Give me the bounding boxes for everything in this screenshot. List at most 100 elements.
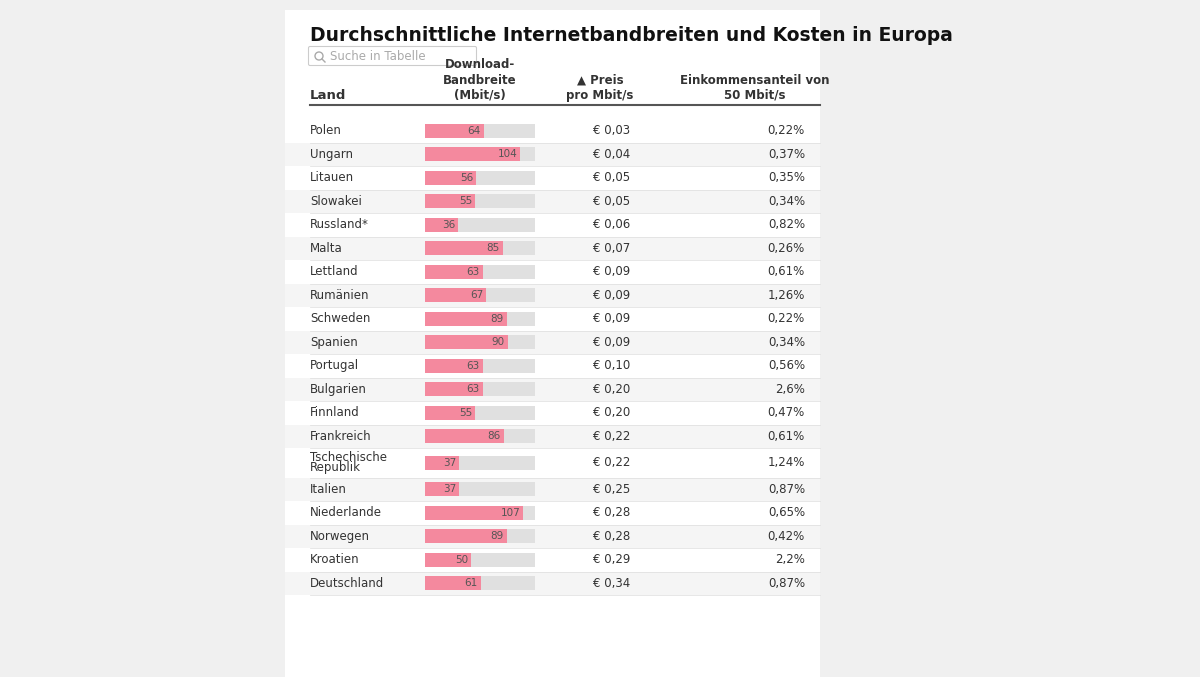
- Bar: [425, 171, 476, 185]
- Text: 0,87%: 0,87%: [768, 577, 805, 590]
- Bar: [425, 194, 475, 209]
- Bar: [425, 288, 486, 302]
- Text: 2,2%: 2,2%: [775, 553, 805, 566]
- Text: € 0,20: € 0,20: [593, 383, 630, 396]
- Text: € 0,28: € 0,28: [593, 506, 630, 519]
- Text: Finnland: Finnland: [310, 406, 360, 419]
- Text: 0,47%: 0,47%: [768, 406, 805, 419]
- Text: Bulgarien: Bulgarien: [310, 383, 367, 396]
- Bar: [286, 284, 820, 307]
- Bar: [425, 576, 535, 590]
- Text: 0,61%: 0,61%: [768, 265, 805, 278]
- Text: 37: 37: [443, 458, 456, 468]
- Text: 37: 37: [443, 484, 456, 494]
- Text: € 0,05: € 0,05: [593, 195, 630, 208]
- Text: Schweden: Schweden: [310, 312, 371, 325]
- Text: 0,87%: 0,87%: [768, 483, 805, 496]
- Text: 1,26%: 1,26%: [768, 289, 805, 302]
- Bar: [425, 383, 535, 396]
- Text: € 0,09: € 0,09: [593, 336, 630, 349]
- Text: Frankreich: Frankreich: [310, 430, 372, 443]
- Text: 56: 56: [460, 173, 473, 183]
- Bar: [425, 529, 535, 543]
- Text: 0,22%: 0,22%: [768, 312, 805, 325]
- Bar: [425, 406, 535, 420]
- Text: 0,34%: 0,34%: [768, 195, 805, 208]
- Text: Polen: Polen: [310, 125, 342, 137]
- Bar: [425, 265, 535, 279]
- Text: 0,35%: 0,35%: [768, 171, 805, 184]
- Text: Malta: Malta: [310, 242, 343, 255]
- Text: 86: 86: [487, 431, 500, 441]
- Bar: [286, 119, 820, 142]
- Text: 36: 36: [442, 220, 455, 230]
- Text: 2,6%: 2,6%: [775, 383, 805, 396]
- Bar: [425, 406, 475, 420]
- Text: Land: Land: [310, 89, 347, 102]
- Text: 61: 61: [464, 578, 478, 588]
- Text: Portugal: Portugal: [310, 359, 359, 372]
- Bar: [286, 378, 820, 401]
- Text: 0,42%: 0,42%: [768, 529, 805, 543]
- Bar: [425, 456, 458, 470]
- Text: Republik: Republik: [310, 461, 361, 475]
- Text: € 0,10: € 0,10: [593, 359, 630, 372]
- Bar: [425, 288, 535, 302]
- Bar: [425, 124, 484, 137]
- Bar: [425, 359, 482, 373]
- Bar: [425, 171, 535, 185]
- Bar: [425, 482, 458, 496]
- Text: ▲ Preis
pro Mbit/s: ▲ Preis pro Mbit/s: [566, 74, 634, 102]
- Text: € 0,34: € 0,34: [593, 577, 630, 590]
- Text: Litauen: Litauen: [310, 171, 354, 184]
- Text: Lettland: Lettland: [310, 265, 359, 278]
- Text: € 0,25: € 0,25: [593, 483, 630, 496]
- Text: € 0,07: € 0,07: [593, 242, 630, 255]
- Bar: [425, 218, 535, 232]
- Bar: [286, 525, 820, 548]
- Bar: [425, 241, 503, 255]
- Text: Ungarn: Ungarn: [310, 148, 353, 160]
- Text: 89: 89: [491, 531, 504, 541]
- Bar: [425, 576, 481, 590]
- Text: 0,22%: 0,22%: [768, 125, 805, 137]
- Text: € 0,09: € 0,09: [593, 265, 630, 278]
- Text: € 0,20: € 0,20: [593, 406, 630, 419]
- Bar: [286, 448, 820, 477]
- Text: Kroatien: Kroatien: [310, 553, 360, 566]
- Text: € 0,22: € 0,22: [593, 456, 630, 469]
- Bar: [425, 311, 506, 326]
- Bar: [425, 552, 535, 567]
- Text: 64: 64: [468, 126, 481, 136]
- Text: Spanien: Spanien: [310, 336, 358, 349]
- Text: € 0,29: € 0,29: [593, 553, 630, 566]
- Text: 89: 89: [491, 313, 504, 324]
- Text: Rumänien: Rumänien: [310, 289, 370, 302]
- Bar: [425, 359, 535, 373]
- Text: Einkommensanteil von
50 Mbit/s: Einkommensanteil von 50 Mbit/s: [680, 74, 829, 102]
- Bar: [425, 194, 535, 209]
- Bar: [425, 529, 506, 543]
- Text: 63: 63: [467, 385, 480, 394]
- Bar: [425, 335, 508, 349]
- Bar: [425, 241, 535, 255]
- Bar: [425, 506, 535, 520]
- Bar: [425, 429, 504, 443]
- Bar: [286, 10, 820, 677]
- Text: Norwegen: Norwegen: [310, 529, 370, 543]
- Text: € 0,03: € 0,03: [593, 125, 630, 137]
- Bar: [286, 307, 820, 330]
- Text: 67: 67: [470, 290, 484, 301]
- Text: 0,34%: 0,34%: [768, 336, 805, 349]
- Text: Tschechische: Tschechische: [310, 452, 386, 464]
- Text: Slowakei: Slowakei: [310, 195, 362, 208]
- Text: € 0,05: € 0,05: [593, 171, 630, 184]
- Text: 0,56%: 0,56%: [768, 359, 805, 372]
- Text: Download-
Bandbreite
(Mbit/s): Download- Bandbreite (Mbit/s): [443, 58, 517, 102]
- Bar: [286, 330, 820, 354]
- Bar: [425, 506, 523, 520]
- Bar: [286, 548, 820, 571]
- Text: € 0,04: € 0,04: [593, 148, 630, 160]
- Text: 63: 63: [467, 361, 480, 371]
- Text: 50: 50: [455, 554, 468, 565]
